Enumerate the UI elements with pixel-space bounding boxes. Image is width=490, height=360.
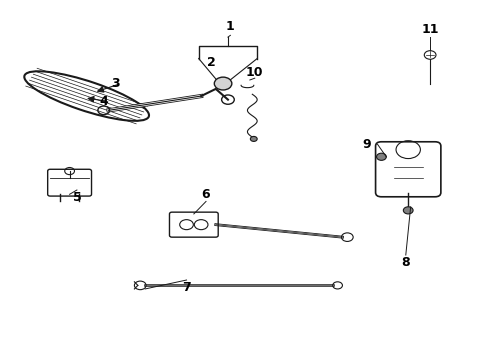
- Text: 2: 2: [206, 55, 215, 69]
- Text: 3: 3: [112, 77, 120, 90]
- Text: 8: 8: [401, 256, 410, 269]
- Circle shape: [214, 77, 232, 90]
- Text: 9: 9: [363, 138, 371, 151]
- Text: 5: 5: [73, 192, 81, 204]
- Text: 1: 1: [226, 20, 235, 33]
- Text: 10: 10: [246, 66, 264, 79]
- Text: 7: 7: [182, 281, 191, 294]
- Circle shape: [403, 207, 413, 214]
- Circle shape: [376, 153, 386, 160]
- Text: 6: 6: [202, 188, 210, 201]
- Text: 11: 11: [421, 23, 439, 36]
- Text: 4: 4: [99, 95, 108, 108]
- Circle shape: [250, 136, 257, 141]
